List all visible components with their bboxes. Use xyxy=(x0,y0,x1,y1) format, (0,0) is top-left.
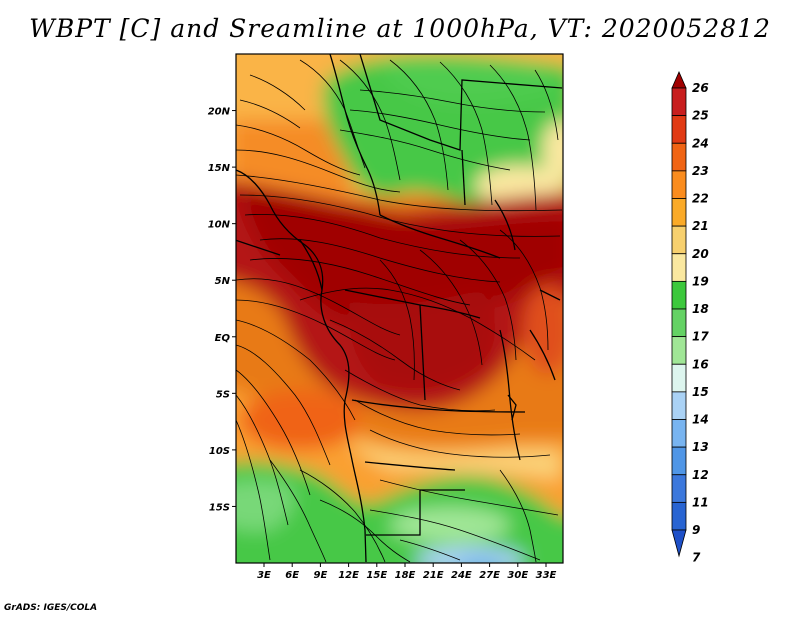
wbpt-field xyxy=(236,54,563,563)
colorbar-label: 7 xyxy=(692,551,701,565)
lon-tick-label: 3E xyxy=(257,570,271,581)
lon-tick-label: 18E xyxy=(395,570,416,581)
colorbar-label: 11 xyxy=(692,495,709,509)
lon-tick-label: 15E xyxy=(366,570,387,581)
lon-tick-label: 27E xyxy=(479,570,500,581)
country-borders xyxy=(236,54,563,563)
colorbar-label: 20 xyxy=(692,247,709,261)
colorbar-swatch xyxy=(671,474,687,503)
chart-title: WBPT [C] and Sreamline at 1000hPa, VT: 2… xyxy=(29,14,771,43)
colorbar-label: 12 xyxy=(692,468,709,482)
colorbar-swatch xyxy=(671,446,687,476)
colorbar-swatch xyxy=(671,170,687,199)
colorbar-swatch xyxy=(671,87,687,117)
colorbar-label: 13 xyxy=(692,440,709,454)
colorbar-swatch xyxy=(671,308,687,338)
colorbar-bottom-arrow xyxy=(671,529,687,558)
colorbar-swatch xyxy=(671,253,687,282)
lat-tick-label: 15S xyxy=(209,502,230,513)
colorbar-label: 26 xyxy=(692,81,709,95)
lon-tick-label: 21E xyxy=(423,570,444,581)
lat-tick-label: 5N xyxy=(215,276,231,287)
colorbar-label: 15 xyxy=(692,385,709,399)
colorbar-label: 14 xyxy=(692,413,709,427)
lat-tick-label: 10S xyxy=(209,446,230,457)
lat-tick-label: 15N xyxy=(208,163,231,174)
lon-tick-label: 6E xyxy=(285,570,299,581)
grads-credit: GrADS: IGES/COLA xyxy=(4,603,98,613)
colorbar-swatch xyxy=(671,419,687,448)
colorbar-label: 21 xyxy=(692,219,709,233)
colorbar-swatch xyxy=(671,280,687,310)
colorbar-label: 25 xyxy=(692,109,709,123)
colorbar-label: 24 xyxy=(692,136,709,150)
lon-tick-label: 24E xyxy=(451,570,472,581)
colorbar-swatch xyxy=(671,115,687,144)
colorbar-swatch xyxy=(671,391,687,420)
lat-tick-label: 10N xyxy=(208,220,231,231)
lon-tick-label: 12E xyxy=(338,570,359,581)
lat-tick-label: 20N xyxy=(208,107,231,118)
colorbar-label: 9 xyxy=(692,523,700,537)
lat-tick-label: 5S xyxy=(216,389,230,400)
colorbar-swatch xyxy=(671,225,687,255)
colorbar: 26 25 24 23 22 21 20 19 18 17 16 15 14 13 12 11 9 7 xyxy=(671,71,709,565)
longitude-axis: 3E 6E 9E 12E 15E 18E 21E 24E 27E 30E 33E xyxy=(257,563,557,581)
colorbar-label: 17 xyxy=(692,330,709,344)
colorbar-swatch xyxy=(671,501,687,531)
colorbar-swatch xyxy=(671,336,687,365)
lon-tick-label: 33E xyxy=(536,570,557,581)
colorbar-label: 23 xyxy=(692,164,709,178)
colorbar-label: 22 xyxy=(692,192,709,206)
colorbar-label: 19 xyxy=(692,274,709,288)
colorbar-label: 18 xyxy=(692,302,709,316)
colorbar-swatch xyxy=(671,142,687,172)
colorbar-swatch xyxy=(671,363,687,393)
lon-tick-label: 30E xyxy=(507,570,528,581)
map-frame xyxy=(235,53,564,564)
colorbar-swatch xyxy=(671,198,687,227)
latitude-axis: 20N 15N 10N 5N EQ 5S 10S 15S xyxy=(208,107,236,513)
colorbar-label: 16 xyxy=(692,357,709,371)
colorbar-top-arrow xyxy=(671,71,687,89)
lon-tick-label: 9E xyxy=(314,570,328,581)
lat-tick-label: EQ xyxy=(215,333,231,344)
